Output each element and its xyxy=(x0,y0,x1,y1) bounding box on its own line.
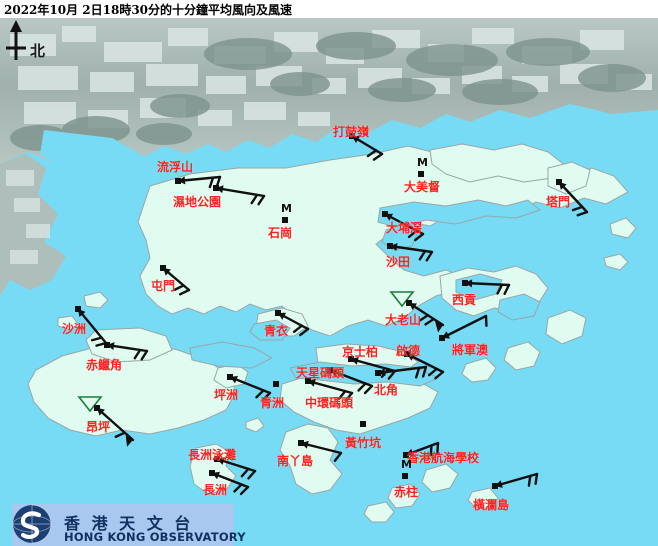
station-label-sea-school: 香港航海學校 xyxy=(407,451,480,465)
station-label-sai-kung: 西貢 xyxy=(452,293,477,307)
wind-barb-tate-cairn xyxy=(389,291,445,333)
station-label-green-island: 青洲 xyxy=(260,396,285,410)
station-label-kings-park: 京士柏 xyxy=(342,345,379,359)
station-label-lau-fau-shan: 流浮山 xyxy=(157,160,194,174)
wind-barb-stanley xyxy=(402,473,408,479)
hong-kong-observatory-logo[interactable]: 香 港 天 文 台 HONG KONG OBSERVATORY xyxy=(12,504,246,546)
station-label-stanley: 赤柱 xyxy=(394,485,419,499)
wind-barb-wong-chuk-hang xyxy=(360,421,366,427)
calm-marker-shek-kong: M xyxy=(281,202,292,215)
station-label-tate-cairn: 大老山 xyxy=(385,313,422,327)
station-label-cheung-chau-beach: 長洲泳灘 xyxy=(188,448,237,462)
wind-barb-waglan-island xyxy=(492,472,539,489)
wind-barb-central-pier xyxy=(305,378,354,402)
calm-marker-tai-mei-tuk: M xyxy=(417,156,428,169)
station-label-tsing-yi: 青衣 xyxy=(264,324,289,338)
wind-barb-layer xyxy=(75,133,589,496)
wind-barb-peng-chau xyxy=(227,374,272,402)
wind-barb-sea-school xyxy=(403,441,440,458)
map-canvas: 北 打鼓嶺流浮山濕地公園石崗 M 大美督 M 塔門大埔滘沙田屯門沙洲赤鱲角昂坪 青衣坪洲 大… xyxy=(0,18,658,546)
wind-barb-wetland-park xyxy=(213,185,266,206)
station-label-ngong-ping: 昂坪 xyxy=(86,420,111,434)
station-label-cheung-chau: 長洲 xyxy=(203,483,228,497)
wind-barb-cheung-chau-beach xyxy=(214,456,257,480)
station-label-star-ferry: 天星碼頭 xyxy=(296,366,345,380)
wind-barb-sai-kung xyxy=(462,279,511,296)
station-label-central-pier: 中環碼頭 xyxy=(305,396,354,410)
wind-barb-tai-mei-tuk xyxy=(418,171,424,177)
map-geography xyxy=(0,18,658,546)
wind-barb-tsing-yi xyxy=(275,310,310,337)
station-label-waglan-island: 橫瀾島 xyxy=(473,498,510,512)
station-label-wong-chuk-hang: 黃竹坑 xyxy=(345,436,382,450)
station-label-ta-kwu-ling: 打鼓嶺 xyxy=(333,125,370,139)
station-label-tseung-kwan-o: 將軍澳 xyxy=(452,343,489,357)
station-label-tai-mei-tuk: 大美督 xyxy=(404,180,441,194)
wind-barb-kings-park xyxy=(348,356,397,380)
wind-barb-green-island xyxy=(273,381,279,387)
station-label-tap-mun: 塔門 xyxy=(546,195,571,209)
north-label: 北 xyxy=(30,42,46,60)
wind-barb-sha-chau xyxy=(75,306,108,347)
wind-barb-tuen-mun xyxy=(160,265,191,296)
title-bar: 2022年10月 2日18時30分的十分鐘平均風向及風速 xyxy=(0,0,658,18)
wind-barb-tai-po-kau xyxy=(382,211,425,242)
station-label-sha-chau: 沙洲 xyxy=(62,322,87,336)
wind-barb-ta-kwu-ling xyxy=(349,133,384,161)
wind-barb-cheung-chau xyxy=(209,470,250,496)
wind-barb-lau-fau-shan xyxy=(175,175,222,189)
hk-landmass xyxy=(27,143,637,523)
north-arrow-icon xyxy=(6,20,26,60)
wind-barb-lamma-island xyxy=(298,440,343,462)
station-label-peng-chau: 坪洲 xyxy=(214,388,239,402)
hko-spiral-icon xyxy=(12,504,52,544)
wind-barb-star-ferry xyxy=(327,367,374,395)
station-label-tai-po-kau: 大埔滘 xyxy=(386,221,423,235)
wind-barb-ngong-ping xyxy=(77,396,135,447)
station-label-tuen-mun: 屯門 xyxy=(151,279,176,293)
wind-barb-shek-kong xyxy=(282,217,288,223)
wind-barb-tseung-kwan-o xyxy=(439,314,488,341)
station-label-wetland-park: 濕地公園 xyxy=(173,195,222,209)
calm-marker-stanley: M xyxy=(401,458,412,471)
wind-barb-chek-lap-kok xyxy=(104,342,149,361)
wind-barb-sha-tin xyxy=(387,243,434,262)
wind-barb-north-point xyxy=(375,365,428,379)
station-label-sha-tin: 沙田 xyxy=(386,255,411,269)
wind-barb-kai-tak xyxy=(404,351,445,380)
wind-barb-tap-mun xyxy=(556,179,589,217)
mainland-terrain xyxy=(0,18,658,296)
station-label-kai-tak: 啟德 xyxy=(396,344,421,358)
logo-english-text: HONG KONG OBSERVATORY xyxy=(64,530,246,544)
page-title: 2022年10月 2日18時30分的十分鐘平均風向及風速 xyxy=(4,3,293,17)
station-label-north-point: 北角 xyxy=(374,383,399,397)
station-label-shek-kong: 石崗 xyxy=(268,226,293,240)
station-label-chek-lap-kok: 赤鱲角 xyxy=(86,358,123,372)
station-label-lamma-island: 南丫島 xyxy=(277,454,314,468)
logo-chinese-text: 香 港 天 文 台 xyxy=(64,514,194,533)
